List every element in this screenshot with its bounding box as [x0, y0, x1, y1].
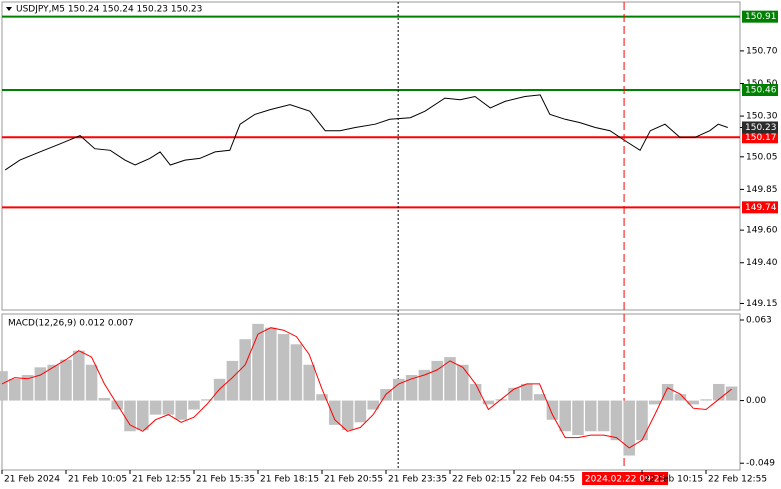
histogram-bar: [239, 339, 251, 401]
histogram-bar: [226, 360, 239, 401]
y-tick-label: 149.60: [746, 226, 778, 236]
histogram-bar: [0, 371, 8, 401]
histogram-bar: [444, 357, 456, 401]
histogram-bar: [329, 400, 341, 425]
level-label: 150.91: [745, 12, 777, 22]
y-tick-label: 150.70: [746, 46, 778, 56]
histogram-bar: [674, 394, 687, 401]
histogram-bar: [405, 374, 418, 401]
last-price-label: 150.23: [745, 123, 777, 133]
histogram-bar: [636, 400, 648, 441]
level-label: 150.46: [745, 86, 777, 96]
histogram-bar: [482, 400, 495, 405]
histogram-bar: [469, 383, 482, 401]
histogram-bar: [508, 387, 520, 401]
x-tick-label: 22 Feb 02:15: [452, 475, 511, 485]
histogram-bar: [277, 334, 290, 401]
histogram-bar: [418, 369, 431, 401]
level-label: 150.17: [745, 133, 777, 143]
histogram-bar: [47, 364, 59, 401]
histogram-bar: [34, 367, 47, 401]
histogram-bar: [431, 360, 443, 401]
main-panel: [1, 1, 741, 311]
x-tick-label: 22 Feb 12:55: [708, 475, 767, 485]
histogram-bar: [201, 399, 213, 401]
histogram-bar: [713, 383, 725, 401]
histogram-bar: [725, 386, 738, 401]
histogram-bar: [559, 400, 571, 432]
histogram-bar: [649, 400, 661, 405]
histogram-bar: [546, 400, 559, 420]
collapse-icon: [6, 7, 12, 11]
histogram-bar: [303, 364, 315, 401]
histogram-bar: [175, 400, 187, 420]
macd-title: MACD(12,26,9) 0.012 0.007: [8, 319, 134, 329]
histogram-bar: [700, 399, 712, 401]
histogram-bar: [393, 378, 405, 401]
histogram-bar: [265, 327, 277, 401]
histogram-bar: [572, 400, 584, 436]
histogram-bar: [585, 400, 597, 432]
histogram-bar: [252, 323, 264, 401]
histogram-bar: [149, 400, 162, 415]
histogram-bar: [367, 400, 379, 410]
y-tick-label: 0.063: [746, 316, 772, 326]
level-label-box: [742, 10, 778, 23]
x-tick-label: 22 Feb 10:15: [644, 475, 703, 485]
x-tick-label: 21 Feb 18:15: [260, 475, 319, 485]
histogram-bar: [533, 394, 546, 401]
y-tick-label: 149.15: [746, 299, 778, 309]
histogram-bar: [457, 364, 469, 401]
histogram-bar: [290, 344, 303, 401]
level-label-box: [742, 131, 778, 144]
x-tick-label: 22 Feb 04:55: [516, 475, 575, 485]
x-tick-label: 21 Feb 23:35: [388, 475, 447, 485]
histogram-bar: [687, 400, 699, 405]
level-label-box: [742, 84, 778, 96]
histogram-bar: [661, 383, 674, 401]
histogram-bar: [124, 400, 136, 432]
y-tick-label: 150.30: [746, 112, 778, 122]
price-line: [4, 94, 728, 171]
histogram-bar: [188, 400, 200, 410]
y-tick-label: -0.049: [746, 459, 775, 469]
histogram-bar: [521, 383, 533, 401]
signal-line: [1, 327, 732, 449]
level-label: 149.74: [745, 203, 777, 213]
histogram-bar: [9, 378, 21, 401]
histogram-bar: [316, 394, 328, 401]
histogram-bar: [98, 398, 111, 401]
histogram-bar: [354, 400, 367, 423]
histogram-bar: [162, 400, 175, 415]
x-tick-label: 21 Feb 10:05: [68, 475, 127, 485]
vertical-line-label-box: [582, 472, 669, 485]
vertical-line-label: 2024.02.22 09:25: [585, 475, 665, 485]
histogram-bar: [137, 400, 149, 430]
level-label-box: [742, 201, 778, 214]
histogram-bar: [623, 400, 635, 456]
x-tick-label: 21 Feb 15:35: [196, 475, 255, 485]
histogram-bar: [73, 350, 85, 401]
y-tick-label: 150.50: [746, 79, 778, 89]
y-tick-label: 149.85: [746, 185, 778, 195]
histogram-bar: [21, 374, 34, 401]
y-tick-label: 150.05: [746, 152, 778, 162]
last-price-box: [742, 121, 778, 134]
histogram-bar: [85, 364, 98, 401]
x-tick-label: 21 Feb 12:55: [132, 475, 191, 485]
y-tick-label: 0.00: [746, 396, 766, 406]
x-tick-label: 21 Feb 20:55: [324, 475, 383, 485]
histogram-bar: [597, 400, 610, 432]
chart-title: USDJPY,M5 150.24 150.24 150.23 150.23: [16, 5, 202, 15]
y-tick-label: 149.40: [746, 258, 778, 268]
histogram-bar: [60, 359, 72, 401]
x-tick-label: 21 Feb 2024: [4, 475, 60, 485]
histogram-bar: [341, 400, 354, 430]
histogram-bar: [610, 400, 623, 441]
